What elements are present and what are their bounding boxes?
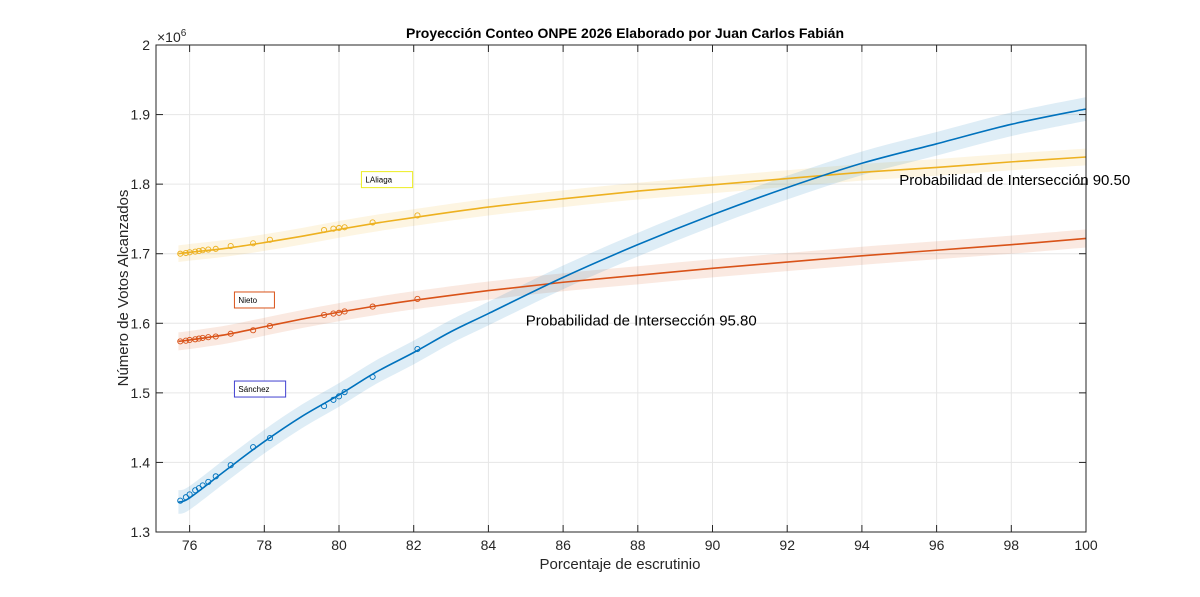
point-nieto — [330, 310, 337, 317]
x-tick-label: 92 — [779, 537, 795, 553]
series-labels: LAliaga Nieto Sánchez — [233, 171, 414, 398]
point-laliaga — [321, 227, 328, 234]
x-tick-label: 86 — [555, 537, 571, 553]
point-nieto — [414, 295, 421, 302]
point-nieto — [177, 338, 184, 345]
point-laliaga — [192, 248, 199, 255]
label-text-laliaga: LAliaga — [365, 176, 392, 185]
confidence-bands — [178, 97, 1086, 514]
tick-labels: 76 78 80 82 84 86 88 90 92 94 96 98 100 1.3 1.4 1.5 1.6 1… — [131, 37, 1098, 553]
point-nieto — [321, 311, 328, 318]
point-nieto — [250, 327, 257, 334]
x-tick-label: 96 — [929, 537, 945, 553]
curve-nieto — [178, 237, 1087, 343]
series-curves — [178, 108, 1087, 503]
x-tick-label: 88 — [630, 537, 646, 553]
x-tick-label: 80 — [331, 537, 347, 553]
y-tick-label: 1.7 — [131, 246, 151, 262]
intersection-annotation: Probabilidad de Intersección 95.80 — [526, 312, 757, 329]
band-laliaga — [178, 148, 1086, 263]
curve-sanchez — [178, 108, 1087, 503]
point-sanchez — [250, 444, 257, 451]
y-tick-label: 2 — [142, 37, 150, 53]
point-laliaga — [335, 224, 343, 232]
x-tick-label: 98 — [1004, 537, 1020, 553]
label-text-nieto: Nieto — [238, 296, 257, 305]
point-laliaga — [266, 236, 273, 243]
point-laliaga — [186, 249, 193, 256]
band-sanchez — [178, 97, 1086, 514]
point-nieto — [212, 333, 219, 340]
y-tick-label: 1.5 — [131, 385, 151, 401]
point-nieto — [186, 336, 193, 344]
point-nieto — [227, 330, 234, 337]
point-laliaga — [212, 245, 219, 252]
point-nieto — [192, 336, 199, 343]
x-tick-label: 84 — [481, 537, 497, 553]
point-laliaga — [250, 240, 257, 247]
point-laliaga — [330, 225, 337, 232]
point-sanchez — [205, 478, 212, 485]
point-sanchez — [341, 389, 348, 396]
plot-frame — [155, 44, 1087, 533]
point-laliaga — [205, 246, 212, 253]
axes — [155, 44, 1087, 533]
point-laliaga — [177, 250, 184, 257]
point-laliaga — [199, 247, 206, 254]
point-nieto — [341, 308, 348, 315]
label-box-nieto — [233, 291, 275, 309]
x-tick-label: 82 — [406, 537, 422, 553]
chart-title: Proyección Conteo ONPE 2026 Elaborado po… — [406, 25, 844, 41]
point-nieto — [335, 309, 343, 316]
label-box-laliaga — [360, 171, 414, 189]
curve-laliaga — [178, 156, 1087, 255]
annotations: Probabilidad de Intersección 90.50 Probab… — [526, 172, 1130, 330]
x-tick-label: 100 — [1074, 537, 1098, 553]
point-sanchez — [177, 497, 184, 504]
point-sanchez — [266, 435, 273, 442]
point-sanchez — [186, 491, 193, 498]
y-tick-label: 1.4 — [131, 454, 151, 470]
point-laliaga — [341, 224, 348, 231]
point-sanchez — [199, 482, 206, 489]
point-sanchez — [227, 462, 234, 469]
x-tick-label: 90 — [705, 537, 721, 553]
point-sanchez — [321, 403, 328, 410]
y-tick-label: 1.3 — [131, 524, 151, 540]
point-laliaga — [369, 219, 376, 226]
point-sanchez — [212, 473, 219, 480]
x-tick-label: 76 — [182, 537, 198, 553]
x-tick-label: 78 — [257, 537, 273, 553]
point-nieto — [195, 335, 203, 342]
point-sanchez — [335, 393, 343, 400]
intersection-annotation: Probabilidad de Intersección 90.50 — [899, 172, 1130, 189]
point-sanchez — [330, 396, 337, 403]
point-laliaga — [182, 249, 189, 257]
band-nieto — [178, 229, 1086, 351]
point-laliaga — [195, 247, 203, 254]
x-tick-label: 94 — [854, 537, 870, 553]
x-axis-label: Porcentaje de escrutinio — [540, 556, 701, 573]
series-points — [177, 212, 421, 504]
y-tick-label: 1.8 — [131, 176, 151, 192]
grid-lines — [156, 44, 1087, 533]
point-nieto — [369, 303, 376, 310]
point-laliaga — [414, 212, 421, 219]
y-exponent-label: ×106 — [157, 28, 187, 45]
y-axis-label: Número de Votos Alcanzados — [115, 190, 132, 387]
point-laliaga — [227, 243, 234, 250]
point-nieto — [205, 334, 212, 341]
point-sanchez — [369, 373, 376, 380]
point-nieto — [182, 337, 189, 344]
label-box-sanchez — [233, 380, 287, 398]
y-tick-label: 1.9 — [131, 107, 151, 123]
point-nieto — [199, 334, 206, 341]
point-nieto — [266, 323, 273, 330]
y-tick-label: 1.6 — [131, 315, 151, 331]
point-sanchez — [414, 345, 421, 353]
label-text-sanchez: Sánchez — [238, 385, 269, 394]
